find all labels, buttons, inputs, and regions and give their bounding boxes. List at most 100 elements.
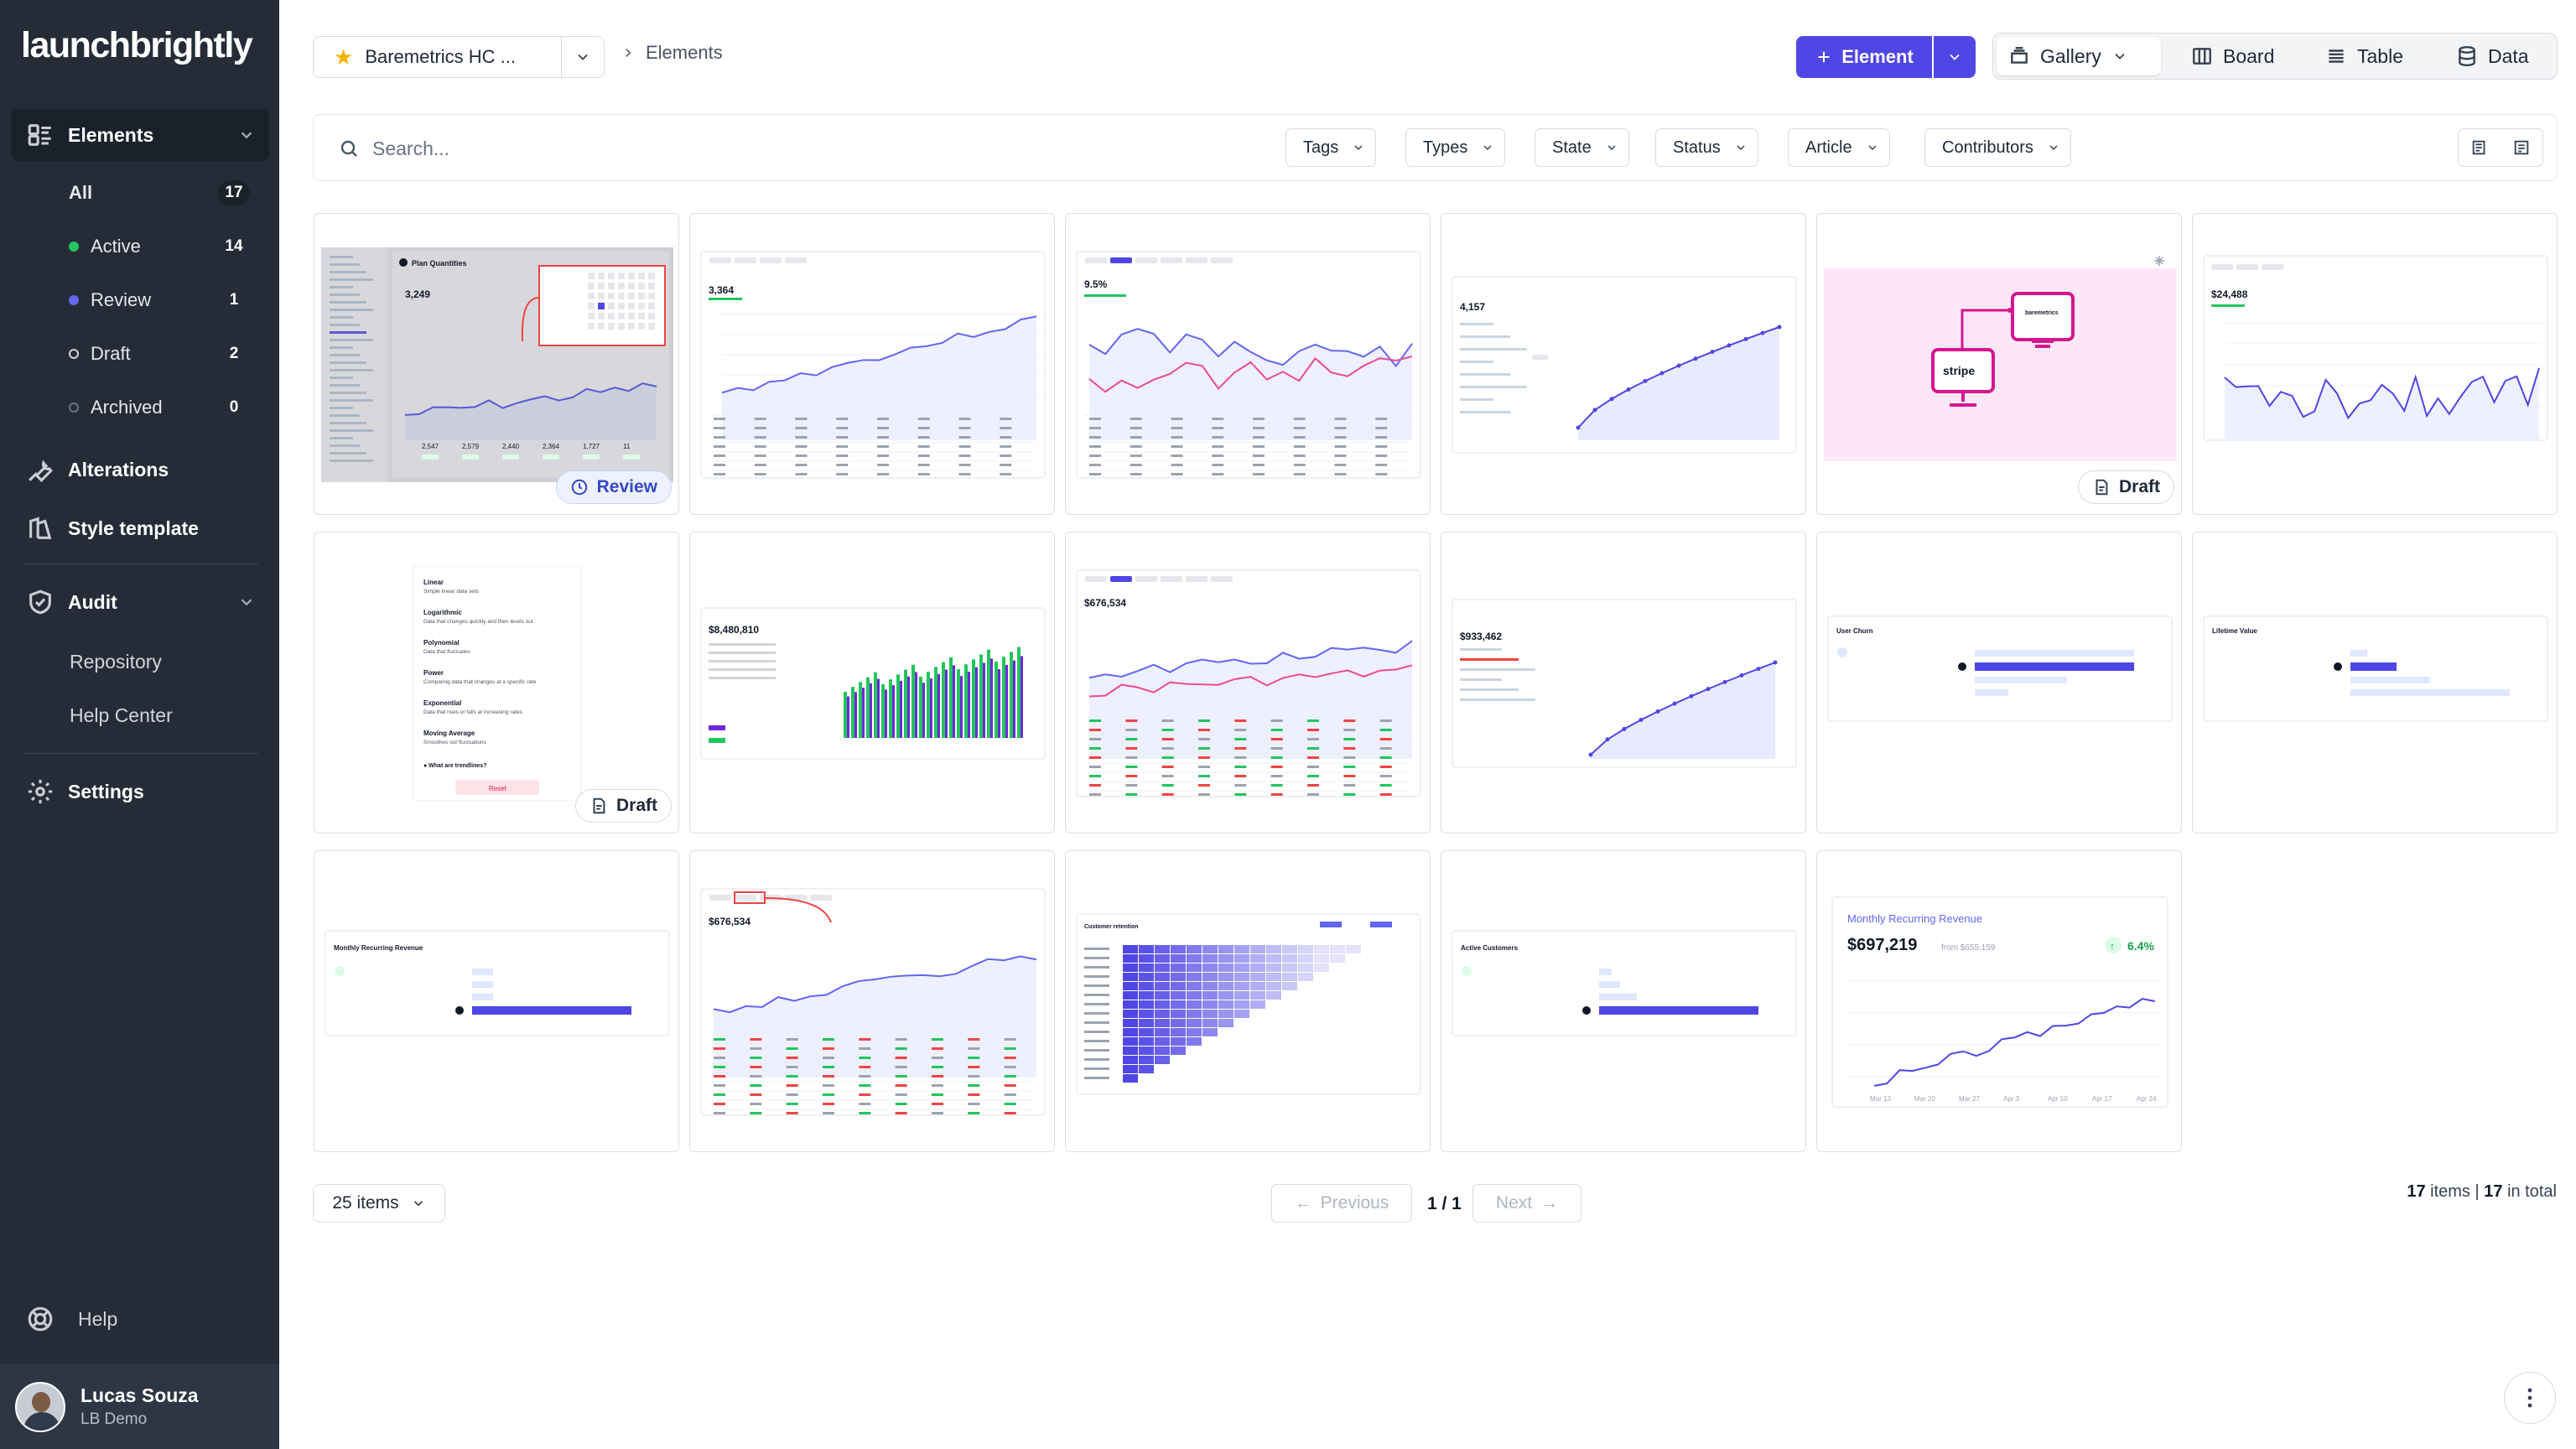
tab-label: Board [2223,44,2275,67]
element-card[interactable]: Monthly Recurring Revenue $697,219 from $6… [1816,850,2182,1152]
tab-label: Table [2357,44,2403,67]
chevron-down-icon [2049,145,2058,151]
svg-text:from $655,159: from $655,159 [1941,943,1996,953]
status-dot-icon [69,349,79,359]
svg-text:Apr 10: Apr 10 [2048,1095,2068,1103]
sidebar-filter-archived[interactable]: Archived 0 [69,387,250,428]
sidebar-filter-draft[interactable]: Draft 2 [69,334,250,374]
svg-text:$676,534: $676,534 [709,916,750,927]
wrench-icon [24,454,56,486]
shield-icon [24,586,56,618]
app-logo[interactable]: launchbrightly [21,25,253,65]
status-dot-icon [69,402,79,413]
filter-count: 0 [229,398,239,416]
chevron-down-icon[interactable] [237,126,256,144]
element-card[interactable]: $24,488 [2192,213,2558,515]
breadcrumb: Elements [621,42,723,64]
element-card[interactable]: Monthly Recurring Revenue [314,850,679,1152]
element-card[interactable]: 4,157 [1441,213,1806,515]
sidebar-item-repository[interactable]: Repository [70,651,162,673]
sidebar-filter-all[interactable]: All 17 [69,173,250,213]
filter-types[interactable]: Types [1405,128,1506,167]
project-selector[interactable]: ★ Baremetrics HC ... [313,36,562,78]
next-page-button[interactable]: Next → [1472,1184,1581,1223]
new-element-dropdown[interactable] [1934,36,1976,78]
sidebar-item-style-template[interactable]: Style template [11,505,269,552]
project-dropdown-button[interactable] [561,36,605,78]
filter-count: 17 [218,180,250,205]
chevron-down-icon [2115,53,2125,60]
svg-text:$8,480,810: $8,480,810 [709,624,759,636]
chevron-down-icon[interactable] [237,593,256,611]
element-thumbnail: Plan Quantities 3,249 2,547 2,579 2,440 2,364… [321,247,673,482]
tab-gallery[interactable]: Gallery [1997,37,2161,75]
element-card[interactable]: $933,462 [1441,532,1806,834]
tab-table[interactable]: Table [2314,37,2415,75]
element-thumbnail: baremetrics stripe [1824,247,2176,482]
filter-article[interactable]: Article [1788,128,1890,167]
element-thumbnail: 3,364 [697,247,1049,482]
element-thumbnail: $676,534 [697,885,1049,1119]
status-dot-icon [69,242,79,252]
element-card[interactable]: 3,364 [689,213,1055,515]
status-badge[interactable]: Draft [2077,470,2174,504]
settings-view-icon[interactable] [2512,138,2531,157]
items-total: 17 items | 17 in total [2407,1182,2557,1201]
tab-board[interactable]: Board [2179,37,2286,75]
user-profile[interactable]: Lucas Souza LB Demo [0,1364,279,1449]
filter-tags[interactable]: Tags [1285,128,1377,167]
compact-view-icon[interactable] [2470,138,2489,157]
element-card[interactable]: Active Customers [1441,850,1806,1152]
element-card[interactable]: baremetrics stripe Draft [1816,213,2182,515]
filter-contributors[interactable]: Contributors [1924,128,2071,167]
svg-text:Active Customers: Active Customers [1461,944,1519,952]
svg-text:baremetrics: baremetrics [2025,310,2059,316]
svg-text:↑: ↑ [2110,940,2115,952]
search-input[interactable] [372,133,875,164]
breadcrumb-current[interactable]: Elements [646,42,723,63]
filter-label: Tags [1303,138,1339,157]
items-label: items [2430,1182,2470,1201]
element-card[interactable]: $8,480,810 [689,532,1055,834]
draft-doc-icon [2096,479,2108,496]
element-card[interactable]: Lifetime Value [2192,532,2558,834]
svg-text:Exponential: Exponential [423,699,461,707]
arrow-right-icon: → [1540,1193,1559,1213]
element-card[interactable]: Customer retention [1065,850,1431,1152]
element-card[interactable]: 9.5% [1065,213,1431,515]
sidebar-item-label: Alterations [68,458,169,480]
status-badge-label: Draft [615,796,657,815]
tab-data[interactable]: Data [2444,37,2541,75]
sidebar-item-label: Audit [68,590,117,613]
element-card[interactable]: $676,534 [689,850,1055,1152]
element-card[interactable]: User Churn [1816,532,2182,834]
sidebar-item-audit[interactable]: Audit [11,579,269,626]
status-badge[interactable]: Review [555,470,672,504]
status-badge[interactable]: Draft [574,789,672,823]
element-card[interactable]: $676,534 [1065,532,1431,834]
element-card[interactable]: Plan Quantities 3,249 2,547 2,579 2,440 2,364… [314,213,679,515]
sidebar-item-alterations[interactable]: Alterations [11,446,269,493]
new-element-button[interactable]: Element [1796,36,1932,78]
sidebar-filter-active[interactable]: Active 14 [69,226,250,267]
sidebar-item-settings[interactable]: Settings [11,768,269,815]
status-badge-label: Review [596,477,657,496]
svg-text:2,547: 2,547 [422,443,439,450]
more-options-button[interactable] [2504,1372,2556,1424]
sidebar-item-elements[interactable]: Elements [11,109,269,161]
previous-page-button[interactable]: ← Previous [1271,1184,1412,1223]
svg-text:Apr 24: Apr 24 [2137,1095,2157,1103]
svg-text:$697,219: $697,219 [1847,936,1917,954]
element-card[interactable]: Linear Simple linear data sets Logarithmic… [314,532,679,834]
filter-status[interactable]: Status [1655,128,1758,167]
style-template-icon [24,512,56,544]
sidebar-item-help-center[interactable]: Help Center [70,704,173,726]
items-per-page-select[interactable]: 25 items [313,1184,445,1223]
filter-label: State [1552,138,1592,157]
sidebar-item-help[interactable]: Help [11,1296,269,1343]
sidebar-filter-review[interactable]: Review 1 [69,280,250,320]
filter-state[interactable]: State [1535,128,1629,167]
chevron-down-icon [1483,145,1492,151]
svg-text:Polynomial: Polynomial [423,639,460,647]
chevron-down-icon [413,1201,423,1207]
